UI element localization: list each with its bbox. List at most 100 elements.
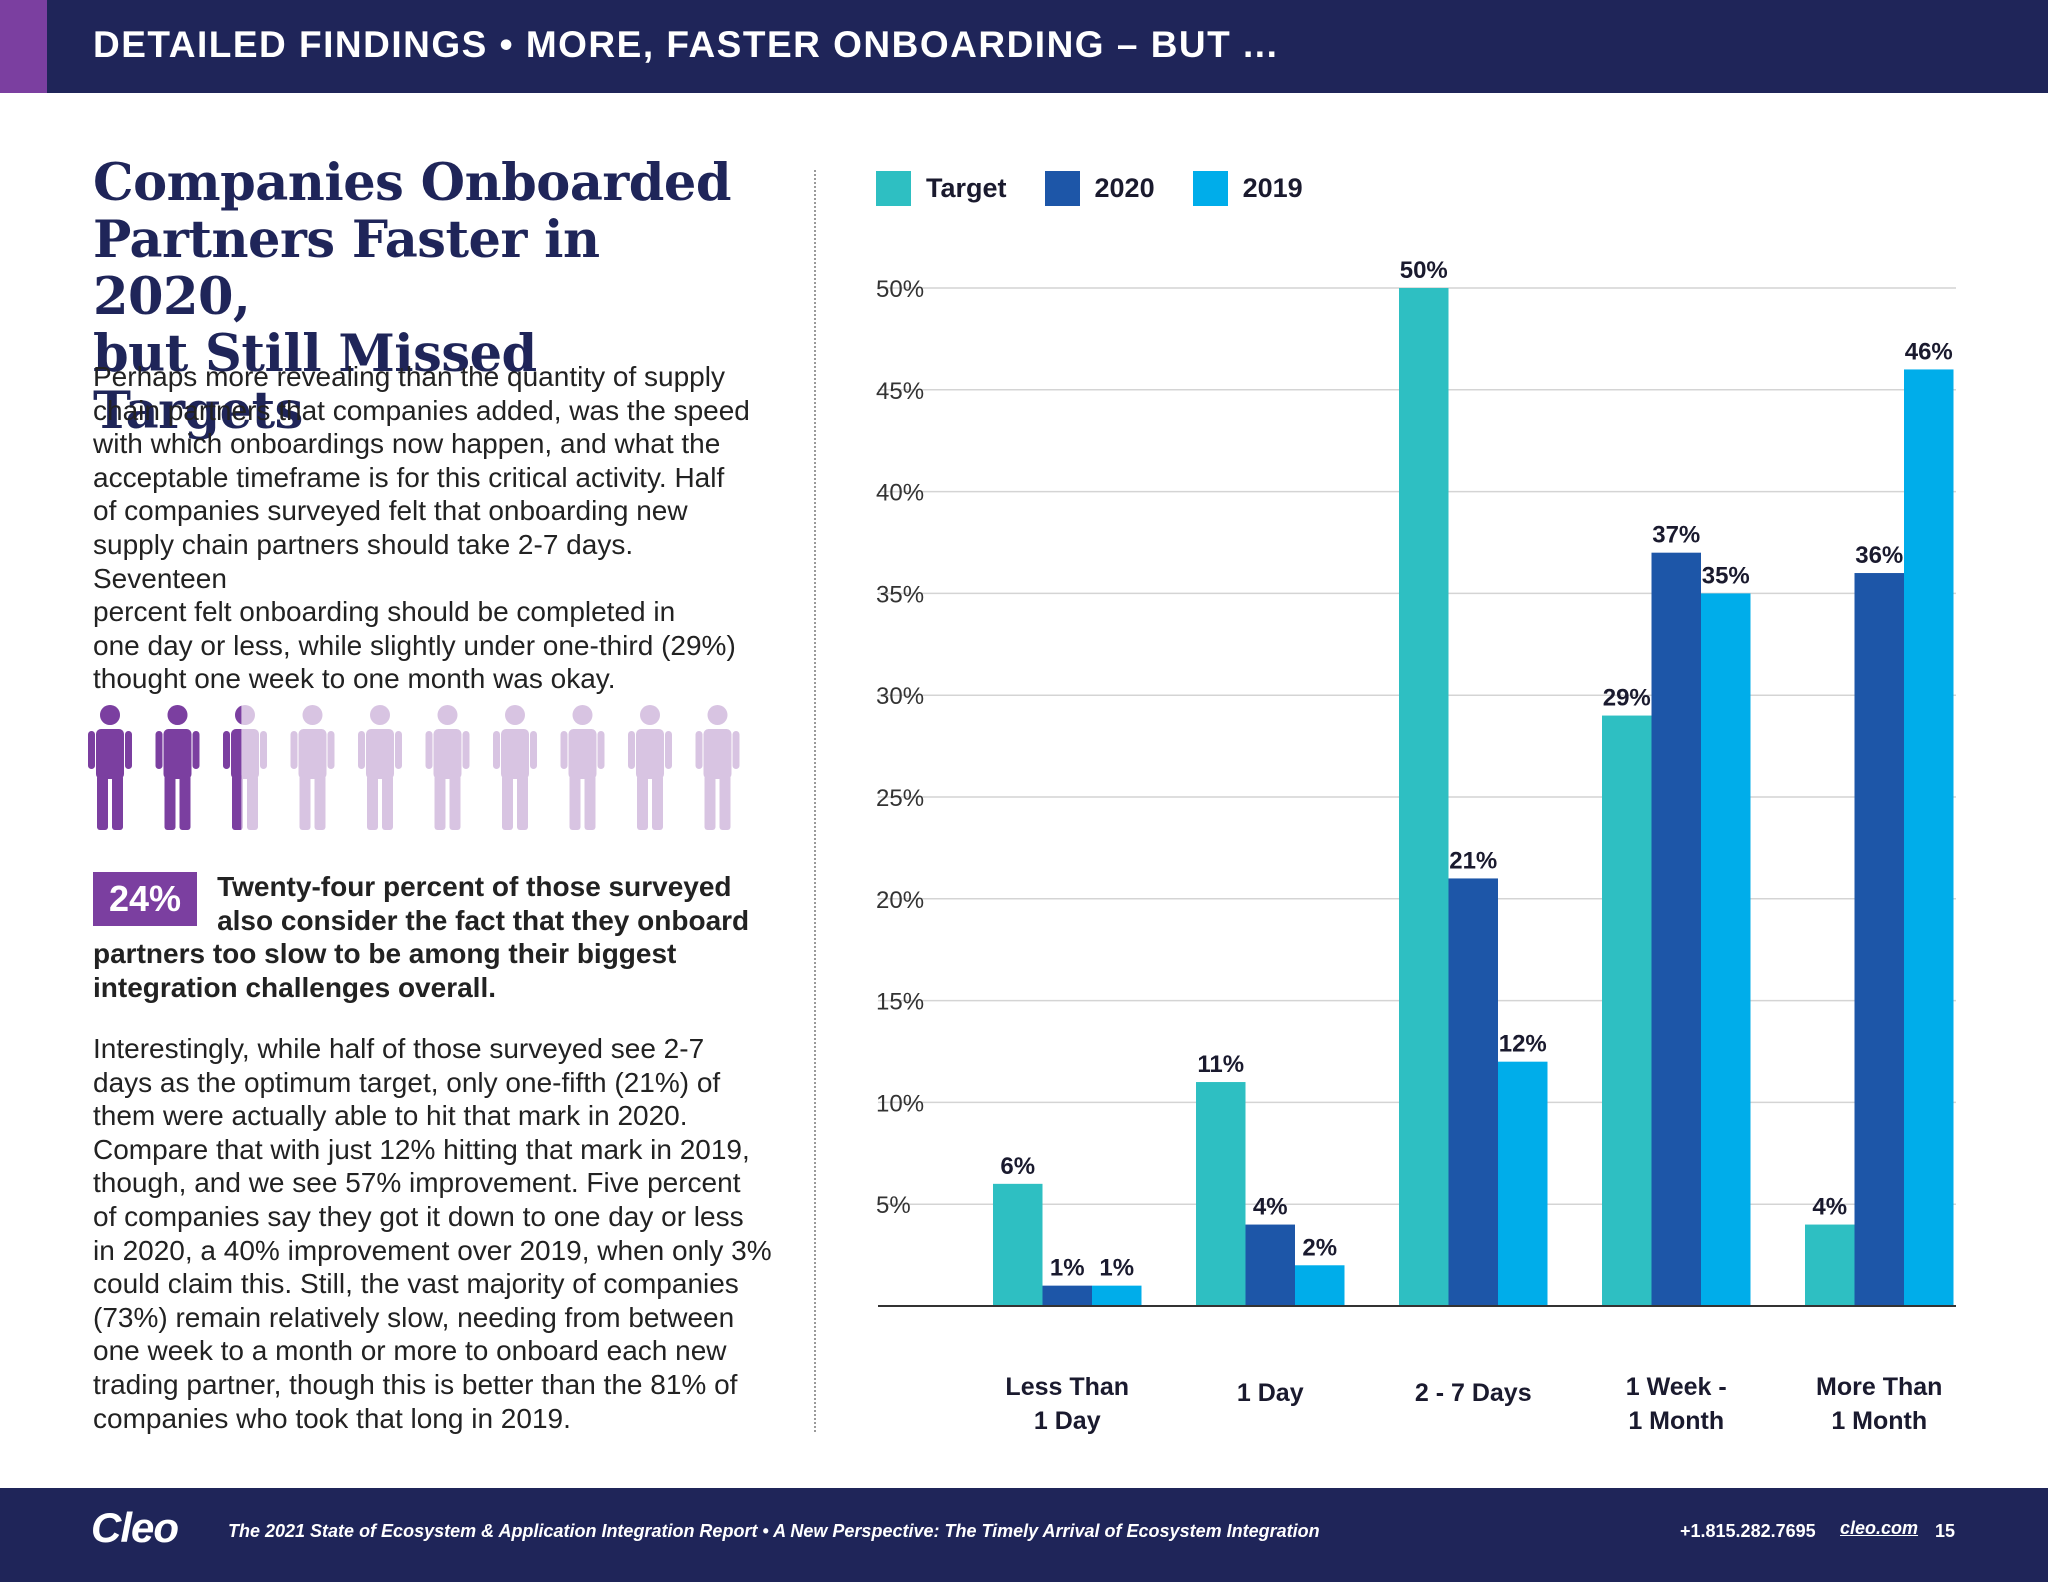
x-tick-label: 2 - 7 Days [1415,1379,1532,1407]
percent-badge: 24% [93,872,198,926]
bar-2020 [1042,1285,1092,1306]
y-tick-label: 5% [876,1192,911,1219]
person-icon [493,705,537,830]
page-number: 15 [1935,1521,1956,1541]
x-tick-label: Less Than 1 Day [1005,1373,1129,1435]
header-title: DETAILED FINDINGS • MORE, FASTER ONBOARD… [93,24,1279,65]
y-tick-label: 35% [876,581,924,608]
person-icon [223,705,267,830]
headline-line: Companies Onboarded [93,153,732,213]
person-icon [290,705,335,830]
bar-2020 [1245,1224,1295,1306]
paragraph-line: one week to a month or more to onboard e… [93,1335,727,1367]
paragraph-line: (73%) remain relatively slow, needing fr… [93,1301,735,1333]
legend-swatch [1044,170,1080,206]
legend-label: Target [926,172,1007,203]
people-infographic [88,705,740,830]
data-label: 21% [1449,847,1497,874]
bar-target [1805,1224,1855,1306]
bar-2019 [1701,593,1751,1306]
paragraph-line: Interestingly, while half of those surve… [93,1033,705,1064]
data-label: 46% [1905,338,1953,365]
paragraph-line: them were actually able to hit that mark… [93,1100,688,1132]
bar-target [1399,288,1449,1306]
paragraph-line: trading partner, though this is better t… [93,1368,738,1400]
paragraph-line: of companies say they got it down to one… [93,1200,744,1232]
y-tick-label: 30% [876,683,924,710]
footer-report-title: The 2021 State of Ecosystem & Applicatio… [228,1521,1320,1541]
data-label: 6% [1000,1153,1035,1180]
callout-line: integration challenges overall. [93,971,497,1003]
legend-swatch [1192,170,1228,206]
paragraph-line: Compare that with just 12% hitting that … [93,1133,750,1165]
person-icon [560,705,605,830]
bar-2020 [1854,573,1904,1306]
bar-2019 [1295,1265,1345,1306]
legend-label: 2020 [1094,172,1155,203]
x-tick-label: 1 Week -1 Month [1626,1373,1727,1435]
legend-label: 2019 [1242,172,1303,203]
person-icon [358,705,402,830]
chart-legend: Target 2020 2019 [876,170,1341,206]
bar-2019 [1498,1061,1548,1306]
person-icon [88,705,132,830]
person-icon [695,705,740,830]
headline-block: Companies Onboarded Partners Faster in 2… [93,155,763,440]
y-tick-label: 40% [876,480,924,507]
data-label: 1% [1099,1255,1134,1282]
headline-line: but Still Missed Targets [93,324,537,441]
page-headline: Companies Onboarded Partners Faster in 2… [93,155,763,440]
bar-chart: 5% 10% 15% 20% 25% 30% 35% 40% 45% 50% 6% 1% 1% Less … [876,257,1956,1435]
bar-2020 [1651,552,1701,1306]
paragraph-line: could claim this. Still, the vast majori… [93,1268,739,1300]
intro-paragraph: Perhaps more revealing than the quantity… [93,360,763,696]
x-tick-label: More Than 1 Month [1816,1373,1942,1435]
data-label: 4% [1253,1194,1288,1221]
header-accent-bar [0,0,47,93]
paragraph-line: though, and we see 57% improvement. Five… [93,1167,741,1199]
analysis-paragraph: Interestingly, while half of those surve… [93,1032,773,1435]
footer-phone: +1.815.282.7695 [1680,1521,1816,1541]
y-tick-label: 50% [876,276,924,303]
legend-item-2020: 2020 [1044,170,1155,206]
data-label: 2% [1302,1234,1337,1261]
bar-target [993,1183,1043,1306]
bar-2020 [1448,878,1498,1306]
person-icon [155,705,200,830]
page-header: DETAILED FINDINGS • MORE, FASTER ONBOARD… [0,0,2048,93]
y-tick-label: 45% [876,378,924,405]
y-tick-label: 20% [876,887,924,914]
paragraph-line: supply chain partners should take 2-7 da… [93,528,634,594]
bar-target [1602,715,1652,1306]
paragraph-line: chain partners that companies added, was… [93,394,750,426]
data-label: 36% [1855,542,1903,569]
paragraph-line: days as the optimum target, only one-fif… [93,1066,721,1098]
data-label: 37% [1652,522,1700,549]
y-tick-label: 10% [876,1090,924,1117]
data-label: 35% [1702,562,1750,589]
paragraph-line: in 2020, a 40% improvement over 2019, wh… [93,1234,772,1266]
x-tick-label: 1 Day [1237,1379,1304,1407]
paragraph-line: Perhaps more revealing than the quantity… [93,361,725,392]
paragraph-line: with which onboardings now happen, and w… [93,428,721,460]
callout-block: 24% Twenty-four percent of those surveye… [93,870,763,1004]
legend-item-2019: 2019 [1192,170,1303,206]
headline-line: Partners Faster in 2020, [93,210,600,327]
data-label: 4% [1812,1194,1847,1221]
paragraph-line: one day or less, while slightly under on… [93,629,736,661]
callout-line: partners too slow to be among their bigg… [93,938,677,969]
callout-line: also consider the fact that they onboard [217,904,750,936]
paragraph-line: acceptable timeframe is for this critica… [93,461,725,493]
paragraph-line: companies who took that long in 2019. [93,1402,571,1434]
bar-2019 [1904,369,1954,1306]
data-label: 12% [1499,1031,1547,1058]
paragraph-line: thought one week to one month was okay. [93,663,616,695]
y-tick-label: 15% [876,989,924,1016]
data-label: 29% [1603,685,1651,712]
y-tick-label: 25% [876,785,924,812]
paragraph-line: of companies surveyed felt that onboardi… [93,495,688,527]
data-label: 11% [1197,1051,1244,1078]
person-icon [425,705,470,830]
footer-website-link[interactable]: cleo.com [1840,1518,1919,1538]
data-label: 50% [1400,257,1448,284]
